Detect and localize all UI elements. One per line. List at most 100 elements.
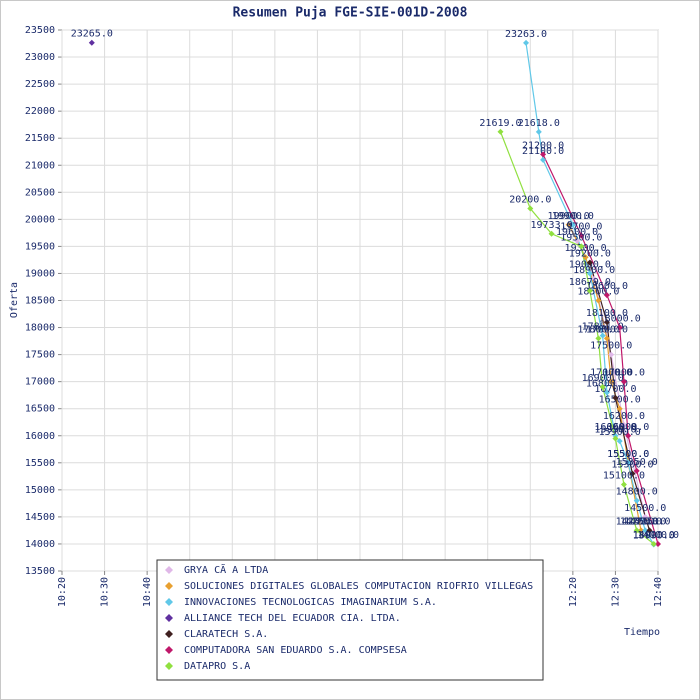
- value-label: 21200.0: [522, 140, 564, 151]
- point: [616, 438, 623, 445]
- x-tick-label: 12:40: [653, 577, 664, 607]
- point: [578, 243, 585, 250]
- y-tick-label: 18000: [25, 323, 55, 334]
- value-label: 19733.0: [530, 220, 572, 231]
- value-label: 14250.0: [624, 516, 666, 527]
- value-label: 14250.0: [628, 516, 670, 527]
- point: [595, 335, 602, 342]
- y-tick-label: 22000: [25, 106, 55, 117]
- point: [540, 156, 547, 163]
- series-line: [568, 224, 642, 531]
- point: [548, 230, 555, 237]
- legend-label: CLARATECH S.A.: [184, 629, 268, 640]
- value-label: 23263.0: [505, 29, 547, 40]
- value-label: 16800.0: [586, 378, 628, 389]
- value-label: 14000.0: [633, 530, 675, 541]
- chart-title: Resumen Puja FGE-SIE-001D-2008: [233, 6, 468, 21]
- value-label: 21100.0: [522, 146, 564, 157]
- point: [625, 459, 632, 466]
- point: [620, 378, 627, 385]
- value-label: 15500.0: [607, 449, 649, 460]
- value-label: 16700.0: [594, 384, 636, 395]
- value-label: 14000.0: [637, 530, 679, 541]
- point: [591, 275, 598, 282]
- y-tick-label: 17000: [25, 377, 55, 388]
- value-label: 15100.0: [603, 470, 645, 481]
- value-label: 16500.0: [599, 395, 641, 406]
- point: [620, 481, 627, 488]
- x-tick-label: 10:20: [57, 577, 68, 607]
- value-label: 15900.0: [599, 427, 641, 438]
- point: [620, 421, 627, 428]
- legend-label: SOLUCIONES DIGITALES GLOBALES COMPUTACIO…: [184, 581, 533, 592]
- value-label: 15950.0: [594, 424, 636, 435]
- value-label: 14500.0: [624, 503, 666, 514]
- value-label: 19300.0: [565, 243, 607, 254]
- value-label: 18600.0: [586, 281, 628, 292]
- value-label: 17500.0: [590, 341, 632, 352]
- y-tick-label: 16000: [25, 431, 55, 442]
- legend-label: INNOVACIONES TECNOLOGICAS IMAGINARIUM S.…: [184, 597, 437, 608]
- y-tick-label: 17500: [25, 350, 55, 361]
- value-label: 17800.0: [586, 324, 628, 335]
- value-label: 16200.0: [603, 411, 645, 422]
- value-label: 19600.0: [556, 227, 598, 238]
- point: [578, 232, 585, 239]
- point: [629, 470, 636, 477]
- legend-marker: [165, 630, 173, 638]
- point: [595, 297, 602, 304]
- value-label: 16000.0: [607, 422, 649, 433]
- y-tick-label: 13500: [25, 566, 55, 577]
- point: [599, 384, 606, 391]
- point: [582, 254, 589, 261]
- value-label: 18900.0: [573, 265, 615, 276]
- point: [655, 540, 661, 547]
- y-tick-label: 20500: [25, 187, 55, 198]
- value-label: 18100.0: [586, 308, 628, 319]
- value-label: 17000.0: [590, 368, 632, 379]
- y-tick-label: 14500: [25, 512, 55, 523]
- point: [603, 389, 610, 396]
- legend-marker: [165, 662, 173, 670]
- point: [586, 270, 593, 277]
- value-label: 18000.0: [599, 314, 641, 325]
- point: [608, 351, 615, 358]
- value-label: 21618.0: [518, 118, 560, 129]
- legend-marker: [165, 614, 173, 622]
- point: [612, 394, 619, 401]
- point: [650, 540, 657, 547]
- y-tick-label: 22500: [25, 79, 55, 90]
- x-tick-label: 10:30: [100, 577, 111, 607]
- value-label: 15300.0: [611, 460, 653, 471]
- x-tick-label: 12:30: [610, 577, 621, 607]
- point: [535, 128, 542, 135]
- value-label: 17851.0: [582, 322, 624, 333]
- point: [633, 467, 640, 474]
- value-label: 14250.0: [616, 516, 658, 527]
- value-label: 19500.0: [560, 232, 602, 243]
- value-label: 17800.0: [577, 324, 619, 335]
- legend-marker: [165, 566, 173, 574]
- value-label: 19200.0: [569, 249, 611, 260]
- value-label: 15500.0: [607, 449, 649, 460]
- value-label: 17000.0: [603, 368, 645, 379]
- value-label: 16000.0: [594, 422, 636, 433]
- point: [586, 259, 593, 266]
- point: [569, 221, 576, 228]
- y-tick-label: 14000: [25, 539, 55, 550]
- value-label: 14800.0: [616, 487, 658, 498]
- value-label: 19700.0: [560, 222, 602, 233]
- point: [642, 513, 649, 520]
- point: [633, 497, 640, 504]
- point: [565, 221, 572, 228]
- point: [642, 527, 649, 534]
- point: [599, 332, 606, 339]
- y-tick-label: 15500: [25, 458, 55, 469]
- point: [608, 378, 615, 385]
- y-tick-label: 23000: [25, 52, 55, 63]
- point: [497, 128, 504, 135]
- legend-label: COMPUTADORA SAN EDUARDO S.A. COMPSESA: [184, 645, 407, 656]
- value-label: 14250.0: [620, 516, 662, 527]
- value-label: 23265.0: [71, 29, 113, 40]
- x-axis-label: Tiempo: [624, 627, 660, 638]
